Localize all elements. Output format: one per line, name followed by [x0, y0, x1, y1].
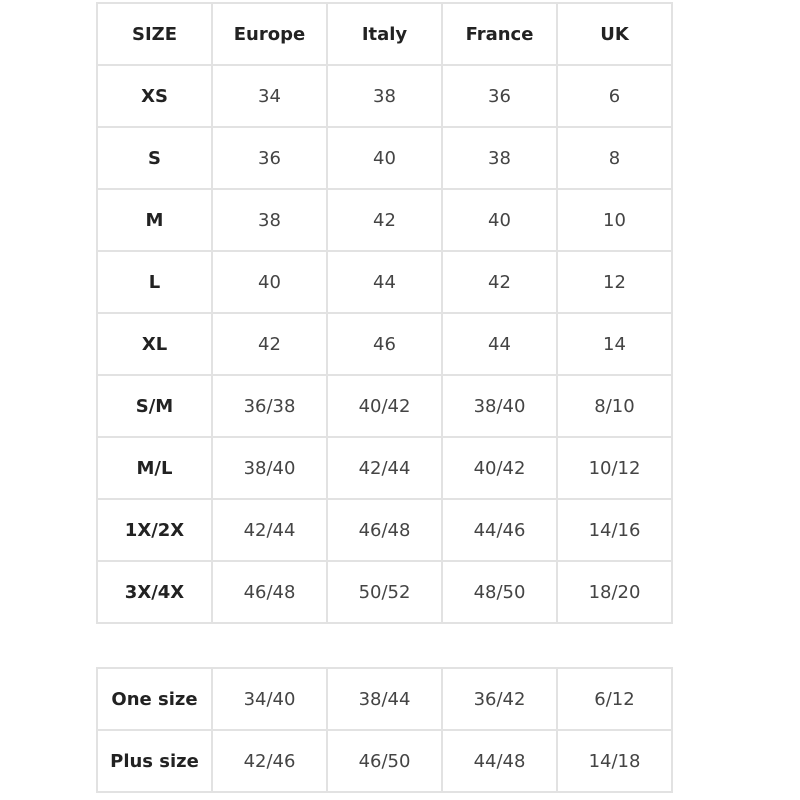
size-value-cell: 40 [326, 126, 443, 190]
size-value-cell: 42 [326, 188, 443, 252]
size-value-cell: 40/42 [441, 436, 558, 500]
size-label-cell: 1X/2X [96, 498, 213, 562]
size-value-cell: 6/12 [556, 667, 673, 731]
size-value-cell: 14/16 [556, 498, 673, 562]
size-value-cell: 44 [441, 312, 558, 376]
size-value-cell: 34/40 [211, 667, 328, 731]
table-row: 3X/4X 46/48 50/52 48/50 18/20 [96, 560, 673, 624]
table-row: 1X/2X 42/44 46/48 44/46 14/16 [96, 498, 673, 562]
size-value-cell: 42/46 [211, 729, 328, 793]
column-header: Europe [211, 2, 328, 66]
size-value-cell: 38/44 [326, 667, 443, 731]
table-row: One size 34/40 38/44 36/42 6/12 [96, 667, 673, 731]
size-value-cell: 40/42 [326, 374, 443, 438]
column-header: Italy [326, 2, 443, 66]
table-row: M 38 42 40 10 [96, 188, 673, 252]
size-value-cell: 36/42 [441, 667, 558, 731]
size-value-cell: 38 [211, 188, 328, 252]
size-value-cell: 46/50 [326, 729, 443, 793]
size-value-cell: 18/20 [556, 560, 673, 624]
table-row: XS 34 38 36 6 [96, 64, 673, 128]
table-row: Plus size 42/46 46/50 44/48 14/18 [96, 729, 673, 793]
size-value-cell: 44 [326, 250, 443, 314]
size-value-cell: 42/44 [211, 498, 328, 562]
special-sizes-table: One size 34/40 38/44 36/42 6/12 Plus size 42/4… [96, 667, 673, 793]
table-row: M/L 38/40 42/44 40/42 10/12 [96, 436, 673, 500]
table-row: L 40 44 42 12 [96, 250, 673, 314]
column-header: SIZE [96, 2, 213, 66]
size-label-cell: M/L [96, 436, 213, 500]
column-header: France [441, 2, 558, 66]
size-value-cell: 36 [211, 126, 328, 190]
size-value-cell: 48/50 [441, 560, 558, 624]
size-value-cell: 46 [326, 312, 443, 376]
size-label-cell: XS [96, 64, 213, 128]
size-label-cell: XL [96, 312, 213, 376]
size-value-cell: 40 [441, 188, 558, 252]
size-value-cell: 10/12 [556, 436, 673, 500]
size-label-cell: S [96, 126, 213, 190]
size-label-cell: One size [96, 667, 213, 731]
size-value-cell: 14/18 [556, 729, 673, 793]
header-row: SIZE Europe Italy France UK [96, 2, 673, 66]
size-value-cell: 42 [441, 250, 558, 314]
size-chart-table: SIZE Europe Italy France UK XS 34 38 36 6 S 36 40 38… [96, 2, 673, 624]
size-label-cell: S/M [96, 374, 213, 438]
table-row: S 36 40 38 8 [96, 126, 673, 190]
size-label-cell: L [96, 250, 213, 314]
size-value-cell: 42/44 [326, 436, 443, 500]
size-label-cell: M [96, 188, 213, 252]
table-row: XL 42 46 44 14 [96, 312, 673, 376]
size-value-cell: 38 [326, 64, 443, 128]
size-value-cell: 6 [556, 64, 673, 128]
size-value-cell: 46/48 [326, 498, 443, 562]
size-value-cell: 36/38 [211, 374, 328, 438]
size-value-cell: 10 [556, 188, 673, 252]
size-value-cell: 8 [556, 126, 673, 190]
size-value-cell: 36 [441, 64, 558, 128]
size-value-cell: 34 [211, 64, 328, 128]
size-value-cell: 38/40 [211, 436, 328, 500]
size-label-cell: 3X/4X [96, 560, 213, 624]
size-value-cell: 40 [211, 250, 328, 314]
size-value-cell: 46/48 [211, 560, 328, 624]
size-value-cell: 8/10 [556, 374, 673, 438]
size-value-cell: 12 [556, 250, 673, 314]
size-value-cell: 38/40 [441, 374, 558, 438]
size-value-cell: 14 [556, 312, 673, 376]
size-value-cell: 38 [441, 126, 558, 190]
size-value-cell: 42 [211, 312, 328, 376]
size-value-cell: 44/46 [441, 498, 558, 562]
size-value-cell: 50/52 [326, 560, 443, 624]
size-value-cell: 44/48 [441, 729, 558, 793]
table-row: S/M 36/38 40/42 38/40 8/10 [96, 374, 673, 438]
size-label-cell: Plus size [96, 729, 213, 793]
column-header: UK [556, 2, 673, 66]
